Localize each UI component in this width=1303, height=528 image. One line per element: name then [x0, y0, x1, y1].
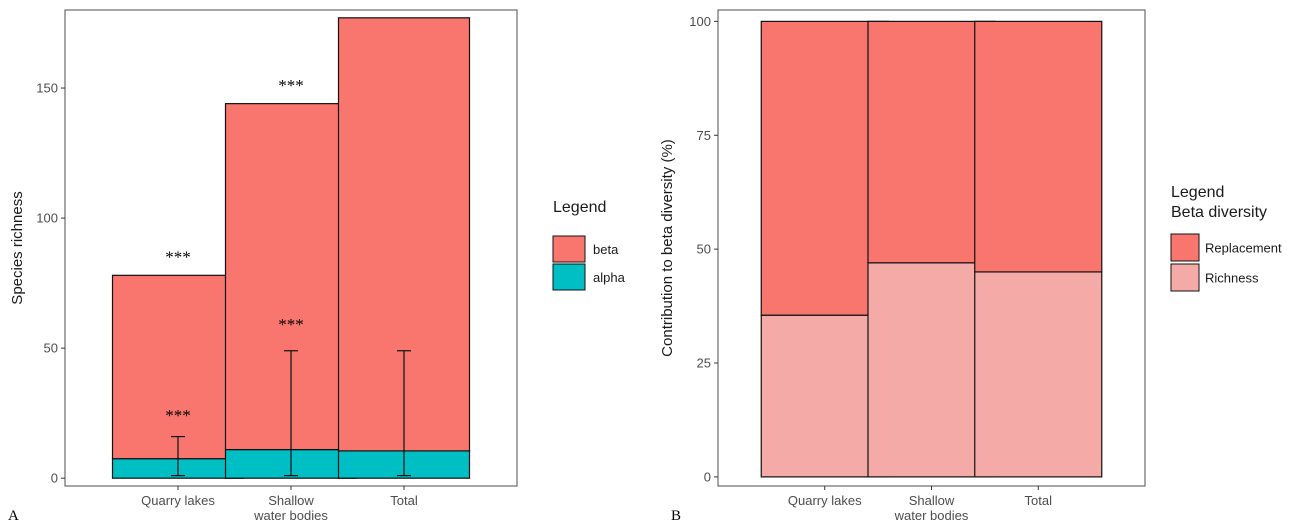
x-tick-label: Total	[1025, 493, 1053, 508]
y-tick-label: 100	[36, 211, 58, 226]
significance-annotation: ***	[165, 406, 191, 425]
legend-label-beta: beta	[593, 242, 619, 257]
y-tick-label: 100	[689, 14, 711, 29]
x-tick-label: Shallow water bodies	[253, 493, 328, 523]
legend-label-richness: Richness	[1205, 271, 1259, 286]
bar-richness-2	[975, 272, 1102, 477]
x-tick-label: Total	[390, 493, 418, 508]
legend-label-alpha: alpha	[593, 270, 626, 285]
x-tick-label: Shallow water bodies	[894, 493, 969, 523]
panel-label-A: A	[8, 508, 19, 524]
significance-annotation: ***	[278, 76, 304, 95]
y-axis-title: Species richness	[9, 191, 26, 304]
bar-replacement-2	[975, 21, 1102, 272]
panel-label-B: B	[671, 508, 681, 524]
y-tick-label: 50	[697, 242, 711, 257]
y-axis-title: Contribution to beta diversity (%)	[659, 139, 676, 357]
legend-label-replacement: Replacement	[1205, 241, 1282, 256]
significance-annotation: ***	[278, 315, 304, 334]
legend-swatch-beta	[553, 236, 585, 262]
y-tick-label: 150	[36, 81, 58, 96]
significance-annotation: ***	[165, 248, 191, 267]
bar-beta-0	[113, 275, 244, 458]
x-tick-label: Quarry lakes	[141, 493, 215, 508]
legend-swatch-alpha	[553, 264, 585, 290]
legend-title: Legend	[553, 199, 606, 216]
y-tick-label: 75	[697, 128, 711, 143]
x-tick-label: Quarry lakes	[788, 493, 862, 508]
y-tick-label: 0	[704, 469, 711, 484]
legend-title: Legend Beta diversity	[1171, 184, 1267, 221]
y-tick-label: 0	[51, 471, 58, 486]
y-tick-label: 25	[697, 356, 711, 371]
legend-swatch-richness	[1171, 264, 1199, 291]
y-tick-label: 50	[44, 341, 58, 356]
legend-swatch-replacement	[1171, 234, 1199, 261]
